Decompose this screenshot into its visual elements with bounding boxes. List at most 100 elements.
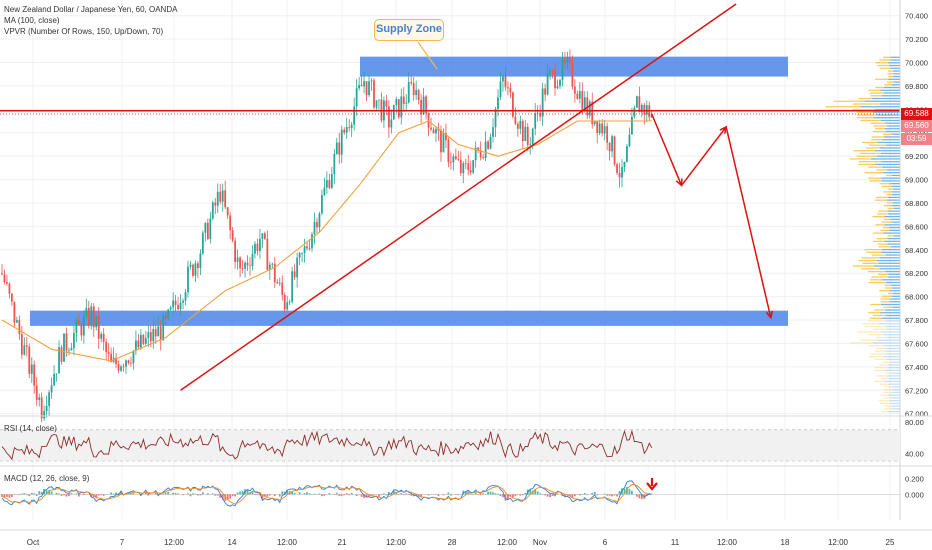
macd-histogram-bar	[583, 493, 586, 495]
candle-body	[259, 238, 261, 251]
volume-profile-bar-down	[884, 284, 892, 286]
candle-body	[387, 106, 390, 128]
rsi-pane-label[interactable]: RSI (14, close)	[4, 424, 57, 433]
candle-body	[318, 213, 321, 228]
supply-zone[interactable]	[360, 56, 788, 77]
macd-histogram-bar	[596, 494, 599, 496]
candle-body	[420, 99, 423, 115]
volume-profile-bar-up	[893, 235, 900, 237]
candle-body	[135, 340, 137, 351]
volume-profile-bar-down	[870, 303, 881, 306]
candle-body	[373, 80, 375, 108]
volume-profile-bar-up	[890, 298, 900, 300]
candle-body	[497, 97, 499, 109]
time-axis-tick: 12:00	[164, 538, 185, 547]
candle-body	[25, 345, 28, 347]
macd-histogram-bar	[97, 494, 100, 496]
volume-profile-bar-down	[856, 114, 877, 116]
price-axis-tick: 70.000	[905, 59, 928, 68]
macd-histogram-bar	[11, 494, 13, 497]
vpvr-indicator-label[interactable]: VPVR (Number Of Rows, 150, Up/Down, 70)	[4, 27, 164, 36]
macd-histogram-bar	[45, 490, 48, 495]
volume-profile-bar-up	[891, 391, 900, 394]
macd-histogram-bar	[368, 494, 370, 497]
volume-profile-bar-up	[881, 177, 900, 179]
candle-body	[576, 93, 579, 99]
volume-profile-bar-down	[856, 331, 881, 333]
volume-profile-bar-down	[866, 147, 880, 149]
macd-histogram-bar	[571, 494, 574, 499]
volume-profile-bar-up	[884, 128, 900, 130]
trendline[interactable]	[180, 3, 737, 391]
price-axis-tick: 68.200	[905, 269, 928, 278]
candle-body	[516, 123, 519, 129]
candle-body	[137, 340, 140, 348]
volume-profile-bar-down	[867, 345, 884, 347]
time-axis-tick: 14	[228, 538, 237, 547]
time-axis-tick: 18	[781, 538, 790, 547]
candle-body	[593, 120, 596, 125]
volume-profile-bar-down	[875, 350, 886, 352]
volume-profile-bar-down	[858, 163, 875, 166]
candle-body	[254, 243, 256, 254]
macd-histogram-bar	[373, 494, 375, 496]
volume-profile-bar-up	[888, 62, 900, 64]
macd-histogram-bar	[236, 492, 239, 495]
volume-profile-bar-up	[888, 394, 900, 396]
macd-histogram-bar	[318, 493, 321, 495]
volume-profile-bar-down	[881, 185, 892, 188]
support-zone[interactable]	[30, 310, 788, 326]
candle-body	[50, 385, 53, 393]
candle-body	[325, 180, 328, 188]
ma-indicator-label[interactable]: MA (100, close)	[4, 16, 60, 25]
candle-body	[263, 233, 266, 239]
candle-body	[40, 397, 43, 419]
instrument-title: New Zealand Dollar / Japanese Yen, 60, O…	[4, 5, 178, 14]
volume-profile-bar-down	[875, 86, 884, 89]
rsi-axis-tick: 80.00	[905, 418, 924, 427]
macd-histogram-bar	[509, 494, 512, 497]
volume-profile-bar-up	[889, 226, 900, 229]
volume-profile-bar-down	[868, 334, 885, 336]
candle-body	[566, 57, 569, 64]
macd-histogram-bar	[544, 494, 547, 496]
candle-body	[80, 324, 83, 336]
macd-histogram-bar	[549, 494, 551, 498]
volume-profile-bar-down	[869, 180, 882, 182]
volume-profile-bar-up	[889, 290, 900, 292]
candle-body	[45, 405, 48, 412]
candle-body	[281, 282, 284, 295]
volume-profile-bar-up	[885, 309, 900, 311]
macd-histogram-bar	[348, 494, 351, 496]
macd-histogram-bar	[402, 494, 405, 496]
volume-profile-bar-down	[868, 89, 881, 91]
volume-profile-bar-down	[874, 128, 885, 130]
candle-body	[15, 320, 18, 323]
supply-zone-callout[interactable]: Supply Zone	[374, 19, 444, 41]
time-axis-tick: 6	[603, 538, 608, 547]
candle-body	[519, 120, 522, 129]
candle-body	[645, 105, 648, 115]
macd-histogram-bar	[469, 493, 472, 495]
volume-profile-bar-down	[874, 358, 887, 361]
candle-body	[239, 257, 241, 269]
candle-body	[459, 159, 462, 174]
candle-body	[479, 150, 482, 158]
macd-histogram-bar	[581, 494, 584, 495]
volume-profile-bar-up	[879, 268, 900, 270]
volume-profile-bar-down	[860, 268, 880, 270]
macd-histogram-bar	[70, 493, 73, 495]
macd-histogram-bar	[164, 492, 167, 495]
macd-pane-label[interactable]: MACD (12, 26, close, 9)	[4, 474, 90, 483]
candle-body	[241, 268, 244, 270]
candle-body	[635, 96, 638, 108]
volume-profile-bar-down	[879, 383, 889, 385]
volume-profile-bar-down	[849, 158, 871, 160]
candle-body	[591, 101, 594, 125]
candle-body	[549, 70, 551, 73]
macd-histogram-bar	[254, 494, 256, 495]
macd-histogram-bar	[616, 494, 618, 497]
candle-body	[179, 302, 182, 310]
candle-body	[435, 128, 437, 134]
